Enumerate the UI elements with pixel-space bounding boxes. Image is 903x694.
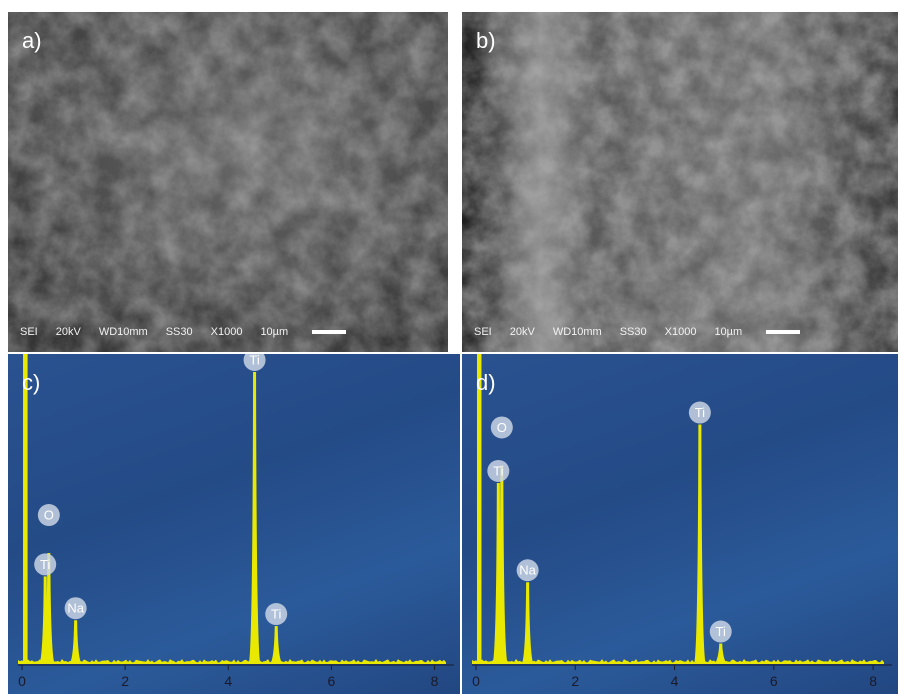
sem-magnification: X1000 (210, 326, 243, 338)
peak-marker-circle (487, 459, 510, 482)
peak-marker-ti: Ti (709, 620, 732, 643)
peak-marker-na: Na (516, 559, 539, 582)
peak-marker-ti: Ti (243, 354, 266, 371)
scale-bar (312, 330, 347, 334)
peak-marker-label: Ti (695, 405, 705, 420)
spectrum-baseline (472, 659, 884, 664)
eds-spectrum-c: O Ti Na Ti Ti 0 2 4 6 8 (18, 354, 454, 689)
spectrum-peak (248, 372, 261, 664)
zero-peak-line (23, 354, 26, 664)
peak-marker-circle (64, 597, 87, 620)
peak-marker-o: O (490, 416, 513, 439)
eds-spectrum-d: O Ti Na Ti Ti 0 2 4 6 8 (472, 354, 892, 689)
peak-marker-label: Ti (716, 624, 726, 639)
scale-bar (766, 330, 801, 334)
sem-panel-a: a) SEI 20kV WD10mm SS30 X1000 10µm (8, 12, 448, 352)
peak-marker-ti: Ti (265, 603, 288, 626)
sem-info-bar: SEI 20kV WD10mm SS30 X1000 10µm (474, 326, 890, 338)
x-tick-label: 0 (472, 673, 480, 689)
spectrum-peak (270, 626, 283, 664)
peak-marker-na: Na (64, 597, 87, 620)
sem-info-bar: SEI 20kV WD10mm SS30 X1000 10µm (20, 326, 440, 338)
eds-panel-d: O Ti Na Ti Ti 0 2 4 6 8 d) (462, 354, 898, 694)
x-tick-label: 8 (869, 673, 877, 689)
eds-panel-c: O Ti Na Ti Ti 0 2 4 6 8 c) (8, 354, 460, 694)
spectrum-peak (39, 576, 52, 664)
peak-marker-circle (709, 620, 732, 643)
sem-working-distance: WD10mm (98, 326, 148, 338)
peak-marker-label: Ti (271, 607, 281, 622)
peak-marker-o: O (37, 504, 60, 527)
sem-image-b (462, 12, 898, 352)
sem-mode: SEI (20, 326, 38, 338)
spectrum-peak (521, 582, 534, 664)
sem-image-a (8, 12, 448, 352)
panel-label: b) (476, 28, 496, 53)
sem-panel-b: b) SEI 20kV WD10mm SS30 X1000 10µm (462, 12, 898, 352)
peak-marker-circle (516, 559, 539, 582)
spectrum-peak (495, 465, 508, 664)
peak-marker-circle (37, 504, 60, 527)
x-tick-label: 6 (770, 673, 778, 689)
peak-marker-ti: Ti (688, 401, 711, 424)
spectrum-peak (693, 424, 706, 664)
sem-voltage: 20kV (509, 326, 535, 338)
x-tick-label: 4 (224, 673, 232, 689)
peak-marker-ti: Ti (34, 553, 57, 576)
x-tick-label: 4 (671, 673, 679, 689)
peak-marker-label: Ti (40, 557, 50, 572)
peak-marker-circle (265, 603, 288, 626)
peak-marker-circle (34, 553, 57, 576)
peak-marker-label: Ti (249, 354, 259, 368)
sem-spot-size: SS30 (165, 326, 193, 338)
x-tick-label: 2 (121, 673, 129, 689)
spectrum-peak (492, 482, 505, 664)
peak-marker-label: Ti (493, 463, 503, 478)
panel-label: c) (22, 370, 41, 395)
sem-spot-size: SS30 (619, 326, 647, 338)
sem-working-distance: WD10mm (552, 326, 602, 338)
zero-peak-line (25, 354, 28, 664)
x-tick-label: 0 (18, 673, 26, 689)
panel-label: a) (22, 28, 42, 53)
sem-scale-label: 10µm (714, 326, 743, 338)
peak-marker-circle (688, 401, 711, 424)
sem-mode: SEI (474, 326, 492, 338)
peak-marker-circle (243, 354, 266, 371)
sem-scale-label: 10µm (260, 326, 289, 338)
x-tick-label: 8 (431, 673, 439, 689)
x-tick-label: 2 (571, 673, 579, 689)
peak-marker-label: Na (519, 563, 536, 578)
zero-peak-line (476, 354, 480, 664)
zero-peak-line (478, 354, 482, 664)
peak-marker-ti: Ti (487, 459, 510, 482)
spectrum-peak (69, 620, 82, 664)
peak-marker-circle (490, 416, 513, 439)
x-tick-label: 6 (327, 673, 335, 689)
panel-label: d) (476, 370, 496, 395)
sem-voltage: 20kV (55, 326, 81, 338)
sem-magnification: X1000 (664, 326, 697, 338)
spectrum-baseline (18, 659, 446, 664)
peak-marker-label: O (44, 508, 54, 523)
spectrum-peak (714, 643, 727, 664)
peak-marker-label: Na (67, 601, 84, 616)
peak-marker-label: O (497, 420, 507, 435)
